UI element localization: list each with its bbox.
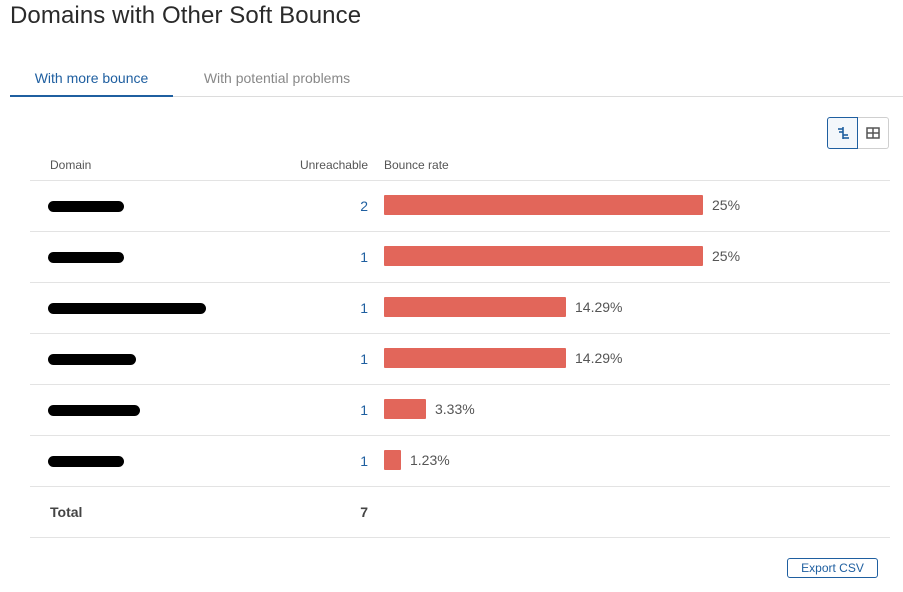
domain-cell <box>48 454 248 468</box>
bounce-rate-cell: 1.23% <box>384 450 824 471</box>
domain-cell <box>48 301 248 315</box>
total-value: 7 <box>360 504 368 520</box>
bounce-rate-cell: 14.29% <box>384 297 824 318</box>
tab-with-potential-problems[interactable]: With potential problems <box>203 70 351 86</box>
redaction-mark <box>48 354 136 365</box>
bounce-rate-bar <box>384 297 566 317</box>
unreachable-count[interactable]: 1 <box>360 351 368 367</box>
header-unreachable: Unreachable <box>299 158 368 172</box>
bounce-rate-label: 3.33% <box>435 401 475 417</box>
table-row: 1 1.23% <box>30 436 890 487</box>
bounce-rate-bar <box>384 450 401 470</box>
redaction-mark <box>48 303 206 314</box>
table-row: 1 14.29% <box>30 283 890 334</box>
bar-chart-icon <box>837 127 849 139</box>
bounce-rate-bar <box>384 195 703 215</box>
table-view-button[interactable] <box>858 117 889 149</box>
domain-cell <box>48 250 248 264</box>
bounce-table: Domain Unreachable Bounce rate 2 25% 1 25% 1… <box>30 147 890 538</box>
table-row: 2 25% <box>30 181 890 232</box>
bounce-rate-label: 25% <box>712 197 741 213</box>
domain-cell <box>48 352 248 366</box>
page-title: Domains with Other Soft Bounce <box>10 2 362 29</box>
table-row: 1 25% <box>30 232 890 283</box>
bounce-rate-cell: 25% <box>384 246 824 267</box>
table-grid-icon <box>866 127 880 139</box>
export-csv-button[interactable]: Export CSV <box>787 558 878 578</box>
redaction-mark <box>48 456 124 467</box>
bounce-rate-bar <box>384 348 566 368</box>
unreachable-count[interactable]: 1 <box>360 402 368 418</box>
total-row: Total 7 <box>30 487 890 538</box>
redaction-mark <box>48 252 124 263</box>
table-row: 1 14.29% <box>30 334 890 385</box>
bounce-rate-cell: 3.33% <box>384 399 824 420</box>
domain-cell <box>48 199 248 213</box>
unreachable-count[interactable]: 1 <box>360 453 368 469</box>
header-domain: Domain <box>50 158 92 172</box>
table-header: Domain Unreachable Bounce rate <box>30 147 890 181</box>
domain-cell <box>48 403 248 417</box>
redaction-mark <box>48 405 140 416</box>
bounce-rate-bar <box>384 246 703 266</box>
tab-with-more-bounce[interactable]: With more bounce <box>10 60 173 97</box>
bounce-rate-bar <box>384 399 426 419</box>
redaction-mark <box>48 201 124 212</box>
view-toggle <box>827 117 889 149</box>
bounce-rate-label: 1.23% <box>410 452 450 468</box>
total-label: Total <box>50 504 83 520</box>
header-bounce-rate: Bounce rate <box>384 158 449 172</box>
unreachable-count[interactable]: 2 <box>360 198 368 214</box>
tab-bar: With more bounce With potential problems <box>10 60 903 97</box>
table-row: 1 3.33% <box>30 385 890 436</box>
bounce-rate-label: 25% <box>712 248 741 264</box>
chart-view-button[interactable] <box>827 117 858 149</box>
bounce-rate-label: 14.29% <box>575 350 623 366</box>
bounce-rate-cell: 25% <box>384 195 824 216</box>
bounce-rate-cell: 14.29% <box>384 348 824 369</box>
unreachable-count[interactable]: 1 <box>360 249 368 265</box>
bounce-rate-label: 14.29% <box>575 299 623 315</box>
unreachable-count[interactable]: 1 <box>360 300 368 316</box>
